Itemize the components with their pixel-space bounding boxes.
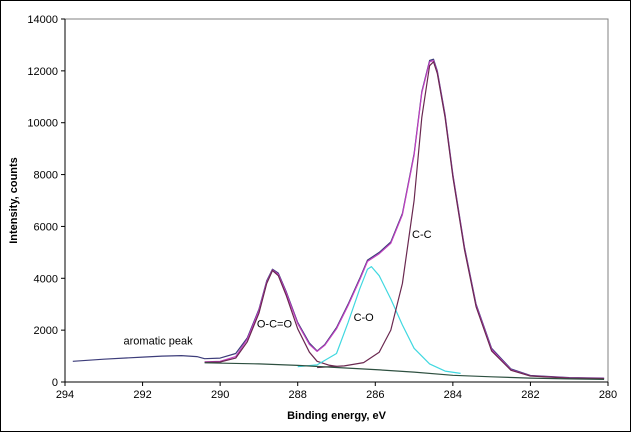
- annotation-label: O-C=O: [257, 319, 293, 331]
- axes: 0 2000 4000 6000 8000 10000 12000 14000 294 292 29…: [27, 14, 617, 401]
- y-tick-label: 12000: [27, 66, 58, 78]
- x-tick-label: 292: [133, 389, 151, 401]
- x-tick-label: 288: [289, 389, 307, 401]
- y-axis-title: Intensity, counts: [8, 157, 20, 244]
- x-tick-label: 284: [444, 389, 462, 401]
- annotation-label: C-C: [412, 229, 432, 241]
- background-line: [204, 362, 605, 380]
- x-tick-label: 286: [366, 389, 384, 401]
- annotation-label: C-O: [354, 312, 375, 324]
- annotation-label: aromatic peak: [124, 335, 194, 347]
- x-tick-label: 280: [599, 389, 617, 401]
- x-axis-title: Binding energy, eV: [287, 410, 386, 422]
- annotation-layer: aromatic peak O-C=O C-O C-C: [124, 229, 432, 347]
- y-tick-label: 14000: [27, 14, 58, 26]
- cc-component-line: [317, 61, 605, 380]
- x-tick-label: 282: [521, 389, 539, 401]
- plot-area: [64, 18, 609, 383]
- y-tick-label: 2000: [34, 325, 58, 337]
- y-tick-label: 4000: [34, 273, 58, 285]
- y-tick-label: 0: [52, 377, 58, 389]
- y-tick-label: 10000: [27, 118, 58, 130]
- x-tick-label: 290: [211, 389, 229, 401]
- x-tick-label: 294: [56, 389, 74, 401]
- y-tick-label: 6000: [34, 221, 58, 233]
- y-tick-label: 8000: [34, 170, 58, 182]
- plot-border: [64, 18, 609, 383]
- co-component-line: [297, 266, 461, 374]
- ocoo-component-line: [204, 269, 337, 367]
- series-layer: [72, 58, 605, 380]
